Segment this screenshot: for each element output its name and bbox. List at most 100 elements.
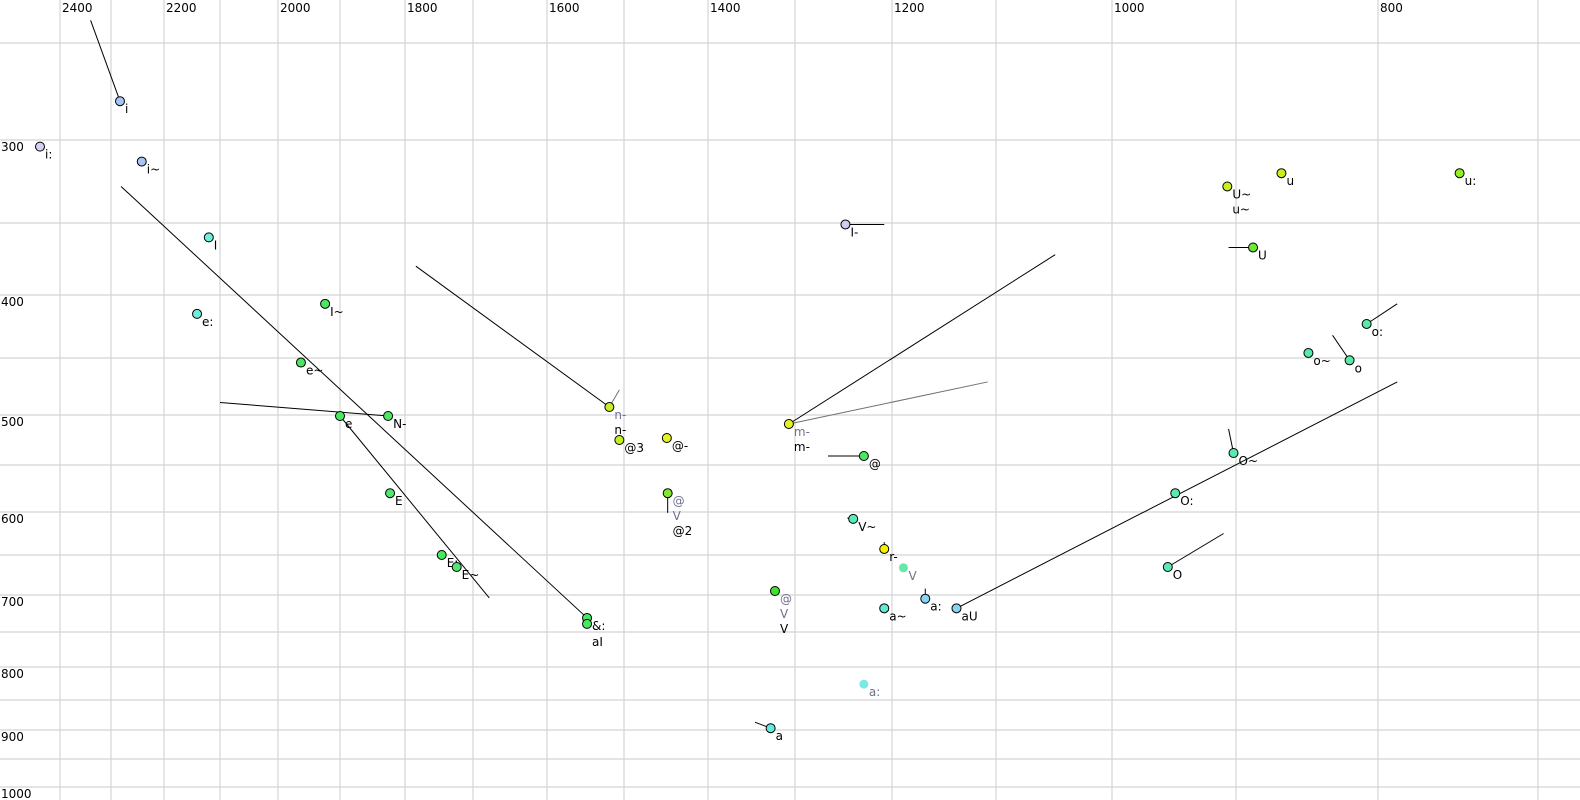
- point-marker[interactable]: [115, 96, 126, 107]
- point-marker[interactable]: [951, 603, 962, 614]
- vowel-point[interactable]: i: [115, 96, 129, 117]
- point-marker[interactable]: [385, 488, 396, 499]
- vowel-point[interactable]: aU: [951, 603, 978, 624]
- point-marker[interactable]: [859, 679, 869, 689]
- vowel-point[interactable]: @: [858, 451, 881, 472]
- point-marker[interactable]: [1361, 318, 1372, 329]
- point-label: I~: [330, 305, 344, 319]
- point-marker[interactable]: [1276, 168, 1287, 179]
- vowel-point[interactable]: i~: [136, 156, 160, 177]
- vowel-point[interactable]: a:: [920, 593, 942, 614]
- point-marker[interactable]: [879, 543, 890, 554]
- vowel-point[interactable]: u: [1276, 168, 1294, 189]
- point-marker[interactable]: [203, 232, 214, 243]
- vowel-point[interactable]: a~: [879, 603, 907, 624]
- point-marker[interactable]: [383, 411, 394, 421]
- point-label: i:: [45, 148, 52, 162]
- trajectory-line: [219, 401, 389, 417]
- vowel-point[interactable]: O:: [1170, 488, 1194, 509]
- vowel-point[interactable]: @3: [614, 435, 644, 456]
- point-marker[interactable]: [783, 419, 794, 429]
- point-label: m-: [794, 440, 810, 454]
- point-marker[interactable]: [1170, 488, 1181, 499]
- vowel-point[interactable]: V: [898, 563, 918, 583]
- point-label: a: [776, 729, 783, 743]
- point-label: aI: [592, 635, 603, 649]
- x-tick-label: 1600: [549, 1, 580, 15]
- point-marker[interactable]: [295, 357, 306, 368]
- vowel-point[interactable]: n-n-: [604, 402, 626, 438]
- vowel-point[interactable]: I~: [320, 298, 344, 319]
- point-marker[interactable]: [192, 308, 203, 319]
- trajectory-line: [415, 265, 610, 408]
- vowel-point[interactable]: i:: [35, 141, 53, 162]
- point-label: n-: [614, 408, 626, 422]
- vowel-point[interactable]: O: [1162, 562, 1182, 583]
- vowel-point[interactable]: o:: [1361, 318, 1383, 339]
- point-marker[interactable]: [320, 298, 331, 309]
- vowel-point[interactable]: m-m-: [783, 419, 810, 455]
- vowel-point[interactable]: e:: [192, 308, 214, 329]
- vowel-point[interactable]: U~u~: [1222, 181, 1251, 217]
- vowel-point[interactable]: E:: [436, 550, 458, 571]
- point-label: r-: [889, 550, 898, 564]
- vowel-point[interactable]: @VV: [769, 586, 792, 637]
- point-label: n-: [614, 423, 626, 437]
- point-marker[interactable]: [604, 402, 615, 413]
- point-marker[interactable]: [1162, 562, 1173, 572]
- vowel-point[interactable]: U: [1248, 242, 1267, 263]
- vowel-point[interactable]: E~: [451, 562, 479, 583]
- point-marker[interactable]: [858, 451, 869, 461]
- vowel-point[interactable]: u:: [1454, 168, 1476, 189]
- point-marker[interactable]: [614, 435, 625, 445]
- vowel-point[interactable]: @V@2: [662, 488, 692, 539]
- point-marker[interactable]: [879, 603, 890, 614]
- point-marker[interactable]: [898, 563, 908, 573]
- point-label: @: [869, 457, 881, 471]
- vowel-point[interactable]: a:: [859, 679, 880, 700]
- point-marker[interactable]: [920, 593, 931, 604]
- vowel-point[interactable]: o: [1344, 355, 1362, 376]
- vowel-point[interactable]: V~: [848, 513, 877, 534]
- x-tick-label: 800: [1380, 1, 1403, 15]
- point-marker[interactable]: [661, 433, 672, 443]
- vowel-point[interactable]: @-: [661, 433, 688, 454]
- vowel-point[interactable]: aI: [582, 618, 603, 649]
- point-marker[interactable]: [662, 488, 673, 499]
- vowel-point[interactable]: o~: [1303, 347, 1331, 368]
- point-label: a:: [869, 685, 880, 699]
- point-marker[interactable]: [1228, 448, 1239, 458]
- vowel-point[interactable]: N-: [383, 411, 407, 432]
- point-marker[interactable]: [1454, 168, 1465, 179]
- point-marker[interactable]: [582, 618, 593, 629]
- x-tick-label: 2000: [280, 1, 311, 15]
- point-marker[interactable]: [1222, 181, 1233, 192]
- vowel-point[interactable]: O~: [1228, 448, 1258, 469]
- point-marker[interactable]: [436, 550, 447, 560]
- point-marker[interactable]: [1248, 242, 1259, 253]
- y-tick-label: 800: [1, 667, 24, 681]
- point-marker[interactable]: [1344, 355, 1355, 366]
- point-label: @: [673, 494, 685, 508]
- point-marker[interactable]: [840, 219, 851, 230]
- point-marker[interactable]: [35, 141, 45, 152]
- vowel-point[interactable]: E: [385, 488, 403, 509]
- point-marker[interactable]: [765, 723, 776, 734]
- vowel-point[interactable]: a: [765, 723, 783, 744]
- vowel-point[interactable]: r-: [879, 543, 898, 564]
- point-marker[interactable]: [136, 156, 147, 167]
- point-marker[interactable]: [451, 562, 462, 572]
- point-marker[interactable]: [769, 586, 780, 596]
- y-tick-label: 900: [1, 730, 24, 744]
- trajectory-line: [788, 254, 1056, 425]
- vowel-point[interactable]: e~: [295, 357, 323, 378]
- point-marker[interactable]: [1303, 347, 1314, 358]
- vowel-point[interactable]: I: [203, 232, 218, 253]
- vowel-point[interactable]: e: [335, 411, 353, 432]
- vowel-point[interactable]: I-: [840, 219, 858, 240]
- point-label: N-: [393, 417, 406, 431]
- point-marker[interactable]: [848, 513, 859, 524]
- point-marker[interactable]: [335, 411, 345, 421]
- point-label: o:: [1372, 325, 1383, 339]
- point-label: I: [214, 238, 218, 252]
